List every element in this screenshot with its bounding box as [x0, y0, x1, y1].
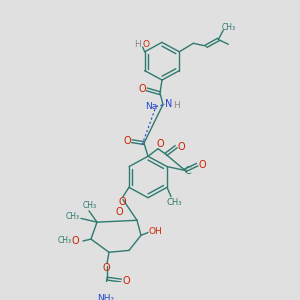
Text: O: O [123, 136, 131, 146]
Text: H: H [172, 101, 179, 110]
Text: H: H [134, 40, 141, 49]
Text: CH₃: CH₃ [221, 23, 236, 32]
Text: O: O [118, 197, 126, 207]
Text: O: O [71, 236, 79, 246]
Text: N: N [165, 100, 173, 110]
Text: CH₃: CH₃ [58, 236, 72, 245]
Text: NH₂: NH₂ [98, 294, 115, 300]
Text: CH₃: CH₃ [83, 201, 97, 210]
Text: O: O [156, 139, 164, 149]
Text: O: O [142, 40, 149, 49]
Text: O: O [115, 207, 123, 217]
Text: C: C [185, 166, 191, 176]
Text: Na: Na [145, 102, 157, 111]
Text: O: O [122, 275, 130, 286]
Text: CH₃: CH₃ [66, 212, 80, 221]
Text: O: O [177, 142, 185, 152]
Text: O: O [198, 160, 206, 170]
Text: O: O [138, 84, 146, 94]
Text: O: O [102, 263, 110, 273]
Text: OH: OH [148, 227, 162, 236]
Text: CH₃: CH₃ [166, 198, 182, 207]
